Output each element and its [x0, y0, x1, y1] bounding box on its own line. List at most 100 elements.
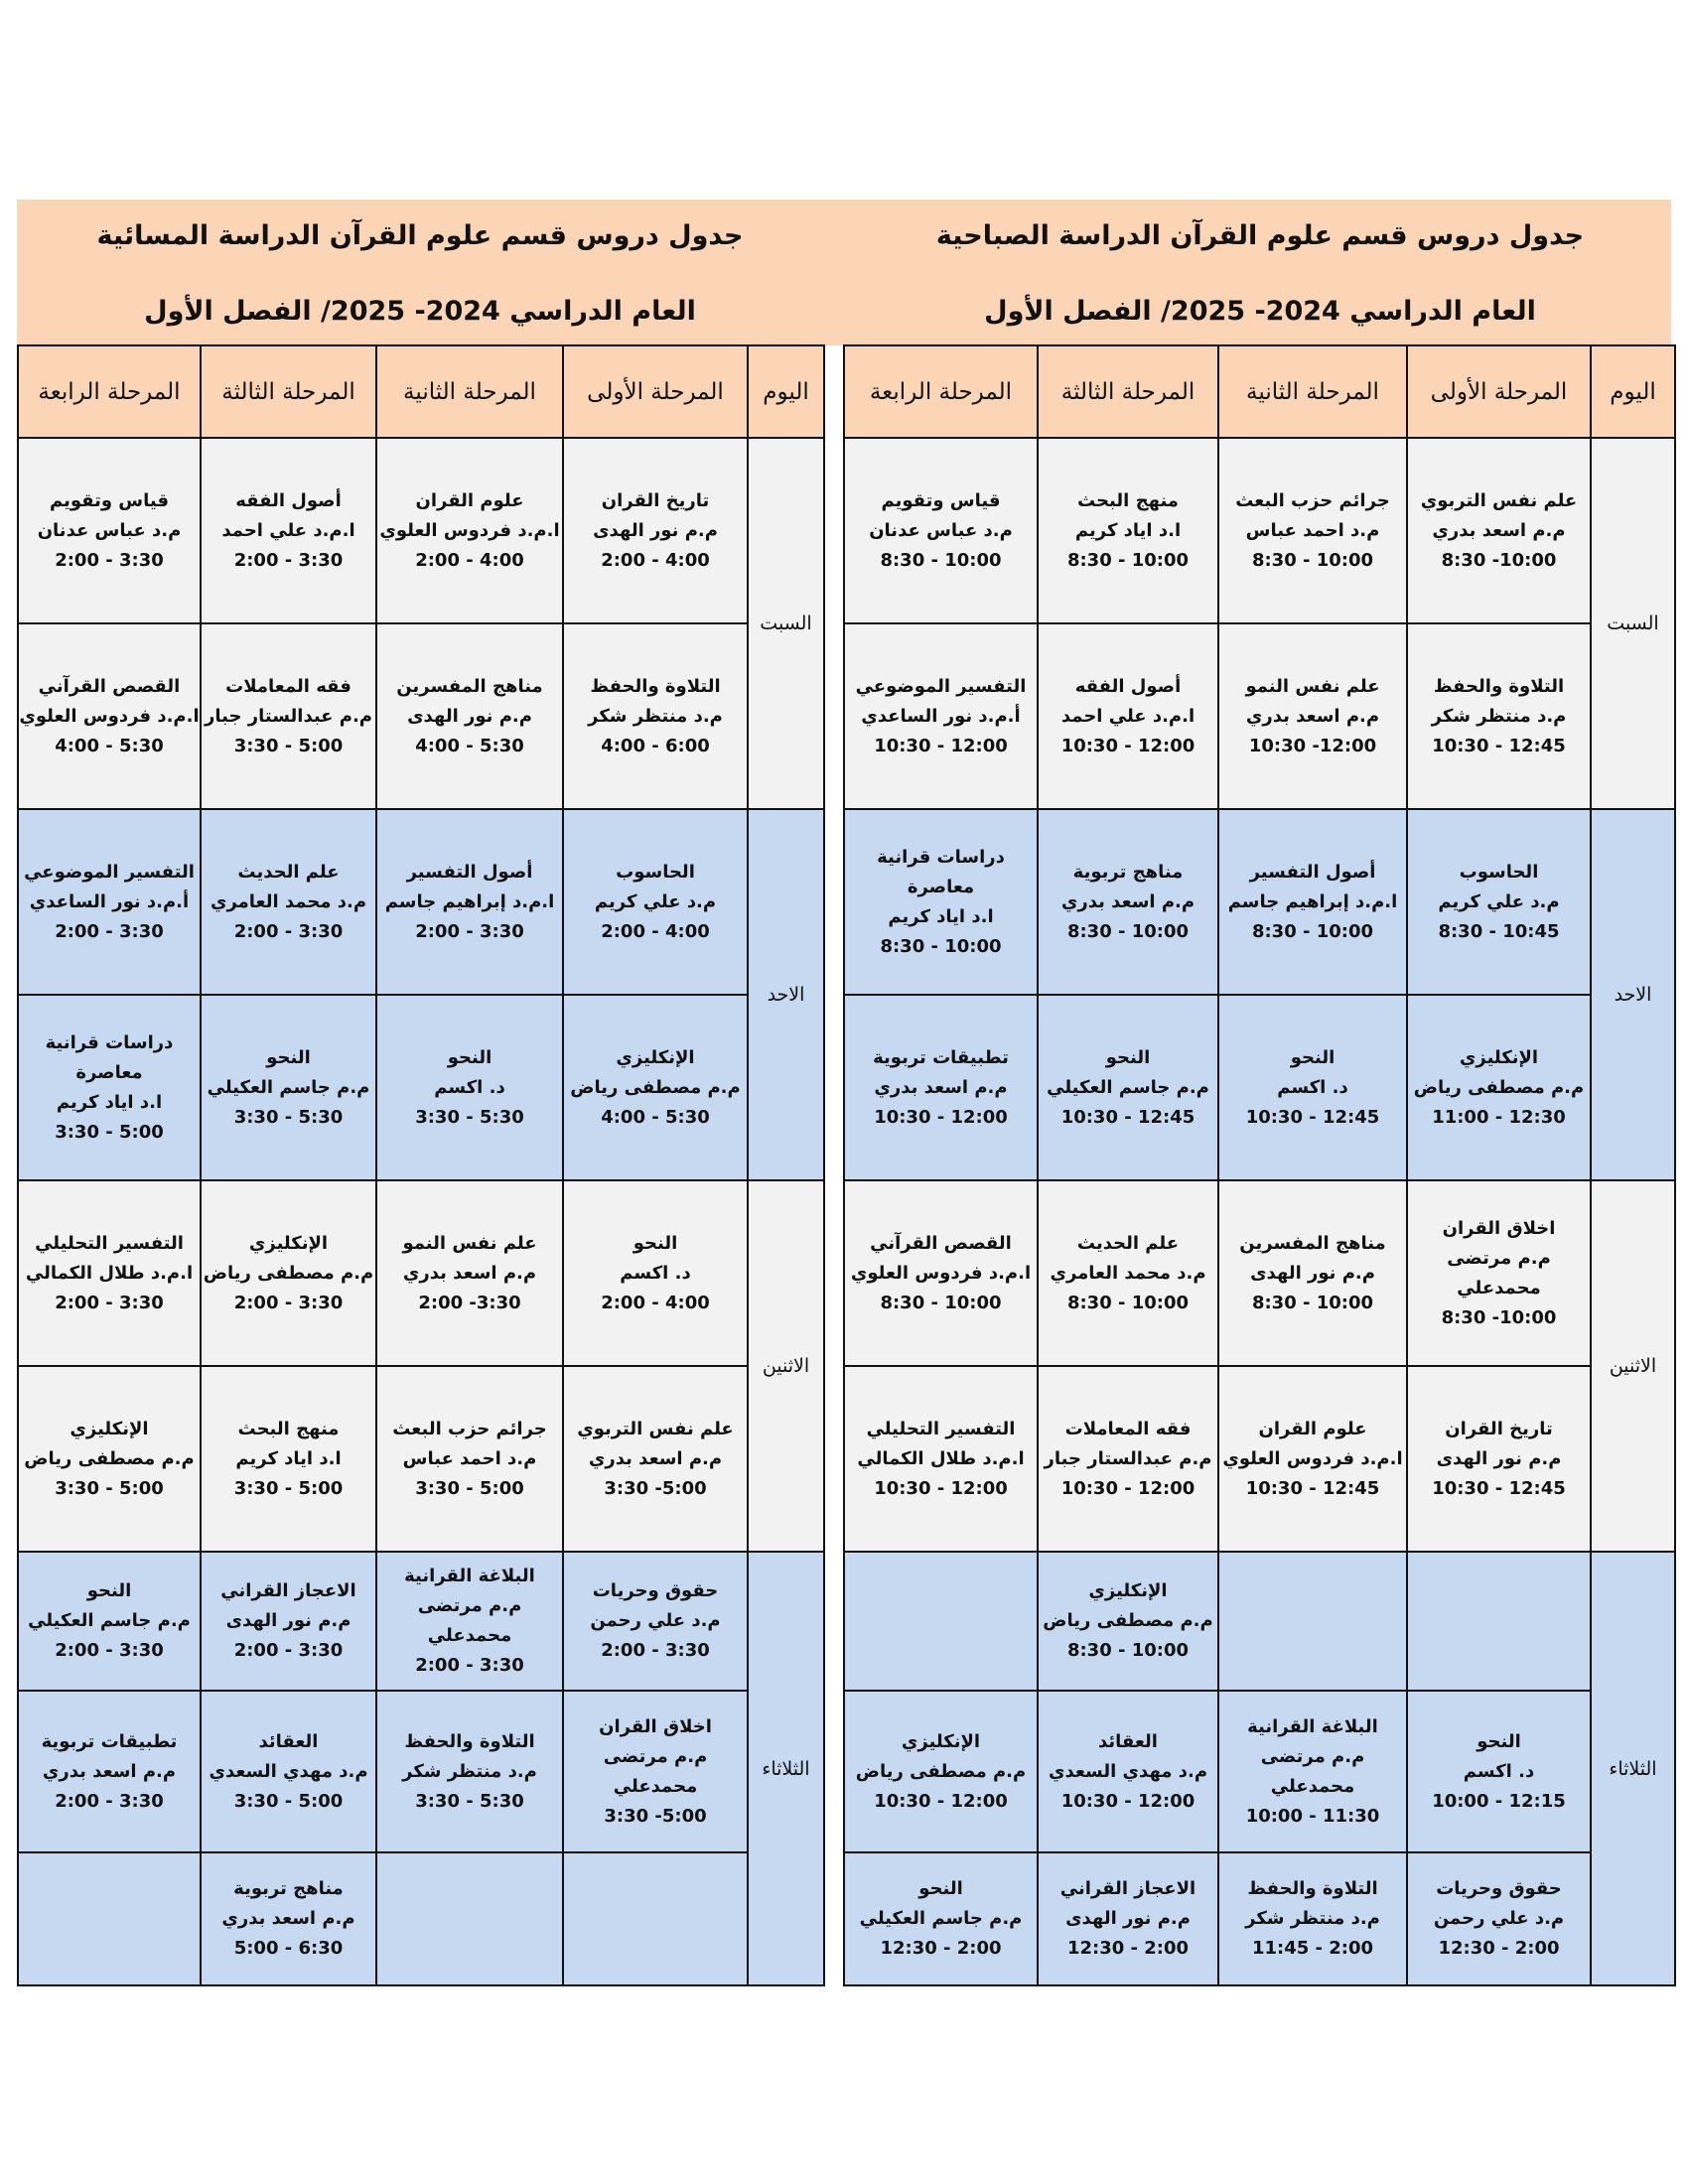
class-teacher: م.د احمد عباس: [402, 1447, 537, 1469]
class-cell: الحاسوب م.د علي كريم 4:00 - 2:00: [562, 808, 749, 996]
class-time: 10:00 - 8:30: [1066, 1292, 1190, 1313]
class-time: 4:00 - 2:00: [601, 549, 710, 571]
class-time: 3:30 - 2:00: [55, 549, 164, 571]
class-cell: أصول التفسير ا.م.د إبراهيم جاسم 3:30 - 2:0…: [375, 808, 564, 996]
class-teacher: م.م جاسم العكيلي: [28, 1610, 191, 1631]
class-teacher: م.د منتظر شكر: [1431, 705, 1567, 727]
class-teacher: م.د محمد العامري: [210, 890, 367, 912]
class-teacher: ا.د اياد كريم: [235, 1447, 342, 1469]
class-time: 10:45 - 8:30: [1438, 920, 1560, 942]
class-cell: حقوق وحريات م.د علي رحمن 3:30 - 2:00: [562, 1551, 749, 1692]
class-subject: أصول الفقه: [1074, 675, 1182, 697]
class-time: 4:00 - 2:00: [601, 1292, 710, 1313]
class-time: 12:00 - 10:30: [874, 735, 1008, 756]
class-teacher: م.م جاسم العكيلي: [859, 1908, 1023, 1929]
class-subject: الإنكليزي: [70, 1418, 149, 1439]
class-cell: فقه المعاملات م.م عبدالستار جبار 5:00 - 3:…: [200, 622, 377, 810]
class-subject: التلاوة والحفظ: [1433, 675, 1565, 697]
header-stage-2: المرحلة الثانية: [375, 344, 564, 439]
class-subject: البلاغة القرانية: [1247, 1715, 1378, 1737]
class-cell: التفسير الموضوعي أ.م.د نور الساعدي 3:30 - …: [17, 808, 202, 996]
class-cell: النحو د. اكسم 4:00 - 2:00: [562, 1179, 749, 1367]
table-row: السبت تاريخ القران م.م نور الهدى 4:00 - 2:0…: [17, 437, 825, 810]
class-cell: جرائم حزب البعث م.د احمد عباس 5:00 - 3:30: [375, 1365, 564, 1553]
class-subject: منهج البحث: [1077, 489, 1179, 511]
class-time: 10:00- 8:30: [1441, 1306, 1557, 1328]
class-subject: مناهج المفسرين: [1239, 1232, 1386, 1254]
class-teacher: د. اكسم: [1277, 1076, 1348, 1098]
table-row: الاحد الحاسوب م.د علي كريم 4:00 - 2:00 أصول …: [17, 808, 825, 1181]
table-row: الإنكليزي م.م مصطفى رياض 12:30 - 11:00 النح…: [843, 994, 1675, 1181]
class-teacher: م.م مرتضى محمدعلي: [603, 1745, 708, 1797]
class-cell: منهج البحث ا.د اياد كريم 10:00 - 8:30: [1037, 437, 1219, 624]
table-row: حقوق وحريات م.د علي رحمن 2:00 - 12:30 التلا…: [843, 1851, 1675, 1986]
class-cell: النحو م.م جاسم العكيلي 3:30 - 2:00: [17, 1551, 202, 1692]
class-time: 3:30- 2:00: [418, 1292, 521, 1313]
class-subject: قياس وتقويم: [881, 489, 1001, 511]
class-subject: علم نفس النمو: [1245, 675, 1380, 697]
class-subject: البلاغة القرانية: [404, 1566, 535, 1586]
class-subject: النحو: [918, 1878, 963, 1899]
table-row: الاثنين النحو د. اكسم 4:00 - 2:00 علم نفس ال…: [17, 1179, 825, 1553]
class-subject: النحو: [266, 1046, 311, 1068]
class-cell: القصص القرآني ا.م.د فردوس العلوي 10:00 - 8…: [843, 1179, 1039, 1367]
class-time: 5:00- 3:30: [604, 1805, 707, 1827]
class-teacher: م.م اسعد بدري: [588, 1447, 723, 1469]
class-cell: علم نفس النمو م.م اسعد بدري 12:00- 10:30: [1217, 622, 1408, 810]
class-teacher: م.د علي رحمن: [590, 1610, 721, 1631]
day-cell: الاحد: [747, 808, 825, 1181]
class-subject: قياس وتقويم: [49, 489, 170, 511]
class-subject: أصول الفقه: [235, 489, 342, 511]
class-teacher: م.د مهدي السعدي: [209, 1760, 368, 1782]
class-subject: تطبيقات تربوية: [873, 1046, 1009, 1068]
class-teacher: م.م مصطفى رياض: [1413, 1076, 1585, 1098]
class-cell: جرائم حزب البعث م.د احمد عباس 10:00 - 8:30: [1217, 437, 1408, 624]
class-teacher: م.م مصطفى رياض: [855, 1760, 1027, 1782]
class-teacher: م.د علي كريم: [594, 890, 717, 912]
class-teacher: م.د عباس عدنان: [37, 519, 182, 541]
class-teacher: م.م مصطفى رياض: [203, 1262, 374, 1284]
class-cell: علم نفس النمو م.م اسعد بدري 3:30- 2:00: [375, 1179, 564, 1367]
day-cell: الاثنين: [747, 1179, 825, 1553]
table-row: السبت علم نفس التربوي م.م اسعد بدري 10:00- …: [843, 437, 1676, 810]
class-time: 2:00 - 12:30: [1066, 1938, 1190, 1959]
class-time: 4:00 - 2:00: [415, 549, 524, 571]
class-cell: مناهج المفسرين م.م نور الهدى 10:00 - 8:30: [1217, 1179, 1408, 1367]
class-subject: النحو: [447, 1046, 492, 1068]
class-cell: أصول التفسير ا.م.د إبراهيم جاسم 10:00 - 8:…: [1217, 808, 1408, 996]
class-time: 5:00 - 3:30: [55, 1121, 164, 1143]
header-stage-3: المرحلة الثالثة: [200, 344, 377, 439]
class-time: 10:00 - 8:30: [880, 549, 1002, 571]
class-teacher: م.م اسعد بدري: [1245, 705, 1380, 727]
class-subject: حقوق وحريات: [1436, 1878, 1562, 1899]
class-subject: الاعجاز القراني: [220, 1580, 356, 1601]
class-teacher: م.م مرتضى محمدعلي: [1260, 1745, 1365, 1797]
class-cell: الإنكليزي م.م مصطفى رياض 5:00 - 3:30: [17, 1365, 202, 1553]
class-time: 10:00 - 8:30: [1066, 1640, 1190, 1661]
class-cell: علم الحديث م.د محمد العامري 3:30 - 2:00: [200, 808, 377, 996]
class-cell: التفسير التحليلي ا.م.د طلال الكمالي 12:00 …: [843, 1365, 1039, 1553]
class-subject: التفسير الموضوعي: [855, 675, 1027, 697]
class-teacher: م.م اسعد بدري: [221, 1908, 355, 1929]
class-teacher: م.م مصطفى رياض: [24, 1447, 195, 1469]
class-cell: [1217, 1551, 1408, 1692]
class-cell: الإنكليزي م.م مصطفى رياض 3:30 - 2:00: [200, 1179, 377, 1367]
class-subject: علم الحديث: [1076, 1232, 1180, 1254]
class-cell: علم نفس التربوي م.م اسعد بدري 5:00- 3:30: [562, 1365, 749, 1553]
class-teacher: م.م نور الهدى: [593, 519, 718, 541]
class-subject: أصول التفسير: [406, 861, 533, 883]
class-time: 12:15 - 10:00: [1432, 1790, 1566, 1812]
class-cell: قياس وتقويم م.د عباس عدنان 10:00 - 8:30: [843, 437, 1039, 624]
class-teacher: ا.م.د طلال الكمالي: [857, 1447, 1025, 1469]
day-cell: السبت: [747, 437, 825, 810]
class-teacher: م.م نور الهدى: [1065, 1908, 1191, 1929]
class-time: 5:30 - 4:00: [55, 735, 164, 756]
class-subject: مناهج المفسرين: [396, 675, 543, 697]
class-time: 2:00 - 11:45: [1251, 1938, 1374, 1959]
class-subject: علوم القران: [1258, 1418, 1367, 1439]
header-day: اليوم: [1590, 344, 1676, 439]
class-subject: الحاسوب: [1459, 861, 1539, 883]
class-teacher: م.د مهدي السعدي: [1048, 1760, 1208, 1782]
class-cell: دراسات قرانية معاصرة ا.د اياد كريم 5:00 - …: [17, 994, 202, 1181]
class-teacher: م.م نور الهدى: [225, 1610, 352, 1631]
